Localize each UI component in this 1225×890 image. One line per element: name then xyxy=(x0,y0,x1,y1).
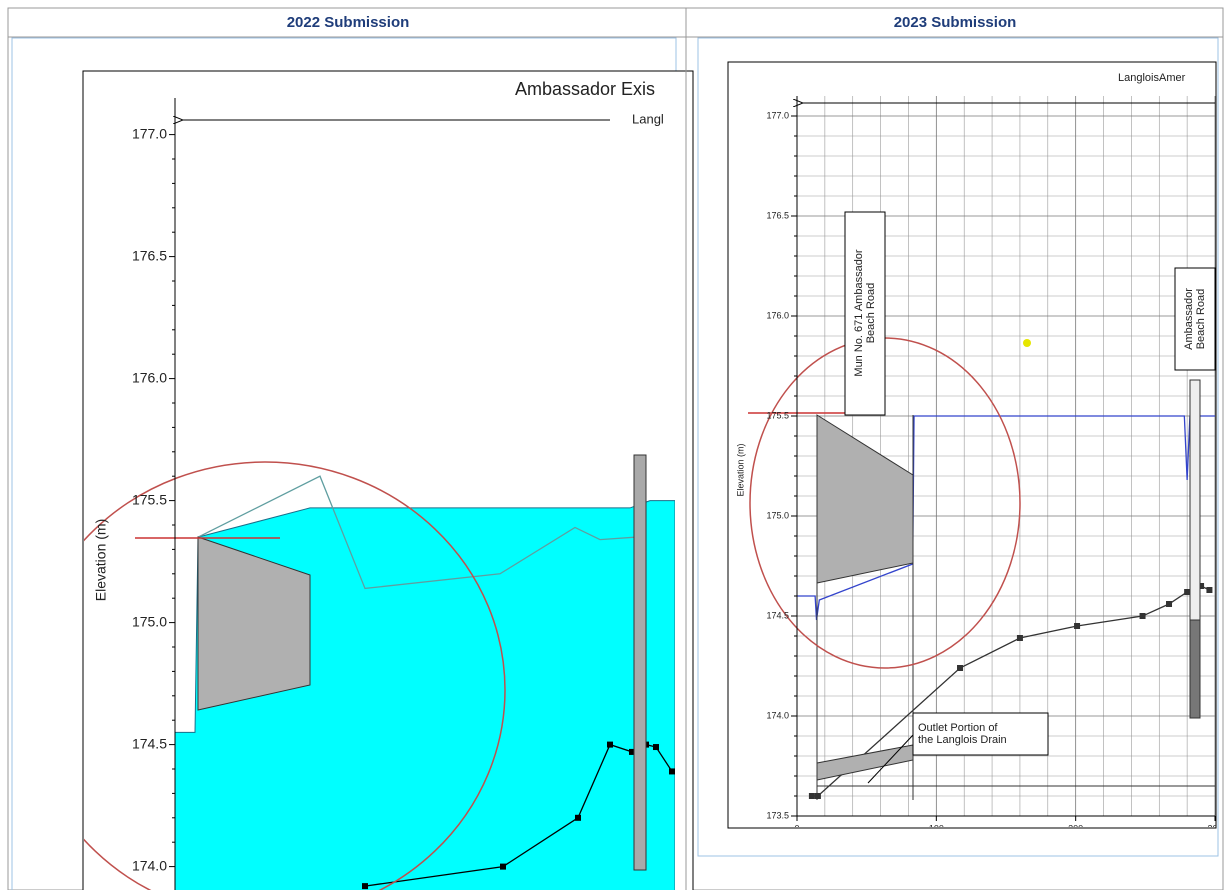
y-tick-label: 175.0 xyxy=(132,613,167,629)
y-axis-label: Elevation (m) xyxy=(93,519,109,601)
y-tick-label: 176.5 xyxy=(766,210,789,220)
point-marker xyxy=(1206,587,1213,593)
point-marker xyxy=(500,863,506,870)
annotation-box xyxy=(1174,267,1216,371)
point-marker xyxy=(957,665,964,671)
annotation-box xyxy=(912,712,1049,756)
annotation-text: Mun No. 671 Ambassador xyxy=(853,249,865,377)
point-marker xyxy=(629,748,635,755)
cursor-dot xyxy=(1023,339,1031,347)
y-tick-label: 173.5 xyxy=(766,810,789,820)
annotation-text: Outlet Portion of xyxy=(918,722,998,734)
y-tick-label: 176.5 xyxy=(132,247,167,263)
profile-line xyxy=(197,475,636,590)
point-marker xyxy=(1139,613,1146,619)
reach-label: Langl xyxy=(632,111,664,126)
y-axis-label: Elevation (m) xyxy=(735,443,745,496)
point-marker xyxy=(575,814,581,821)
point-marker xyxy=(1016,635,1023,641)
annotation-text: Beach Road xyxy=(865,283,877,344)
point-marker xyxy=(362,883,368,890)
point-marker xyxy=(653,744,659,751)
y-tick-label: 175.5 xyxy=(132,491,167,507)
annotation-text: Beach Road xyxy=(1195,289,1207,350)
bridge-pier xyxy=(1189,619,1201,719)
column-header: 2022 Submission xyxy=(287,14,410,31)
point-marker xyxy=(814,793,821,799)
point-marker xyxy=(1198,583,1205,589)
annotation-box xyxy=(844,211,886,416)
y-tick-label: 174.0 xyxy=(766,710,789,720)
table-border xyxy=(7,7,1224,890)
y-tick-label: 177.0 xyxy=(132,125,167,141)
y-tick-label: 174.5 xyxy=(766,610,789,620)
point-marker xyxy=(669,768,675,775)
culvert xyxy=(197,536,311,711)
point-marker xyxy=(808,793,815,799)
panel-border xyxy=(697,37,1219,857)
chart-frame xyxy=(727,61,1217,829)
y-tick-label: 174.0 xyxy=(132,857,167,873)
chart-title: LangloisAmer xyxy=(1118,72,1186,84)
y-tick-label: 177.0 xyxy=(766,110,789,120)
annotation-text: the Langlois Drain xyxy=(918,734,1007,746)
y-tick-label: 175.5 xyxy=(766,410,789,420)
chart-title: Ambassador Exis xyxy=(515,79,655,99)
y-tick-label: 176.0 xyxy=(766,310,789,320)
y-tick-label: 176.0 xyxy=(132,369,167,385)
point-marker xyxy=(607,741,613,748)
bridge-pier xyxy=(633,454,647,871)
highlight-circle xyxy=(84,461,506,890)
column-header: 2023 Submission xyxy=(894,14,1017,31)
bridge-pier xyxy=(1189,379,1201,621)
chart: 174.0 174.5 175.0 175.5 176.0 176.5 177.0 Ambas… xyxy=(84,79,675,890)
y-tick-label: 174.5 xyxy=(132,735,167,751)
annotation-text: Ambassador xyxy=(1183,288,1195,350)
point-marker xyxy=(1184,589,1191,595)
point-marker xyxy=(1074,623,1081,629)
x-tick-label: 100 xyxy=(929,823,944,833)
y-tick-label: 175.0 xyxy=(766,510,789,520)
leader-line xyxy=(867,734,914,784)
x-tick-label: 200 xyxy=(1068,823,1083,833)
x-tick-label: 300 xyxy=(1207,823,1222,833)
point-marker xyxy=(1166,601,1173,607)
x-tick-label: 0 xyxy=(794,823,799,833)
chart: 173.5 174.0 174.5 175.0 175.5 176.0 176.5 177.0… xyxy=(735,72,1222,833)
